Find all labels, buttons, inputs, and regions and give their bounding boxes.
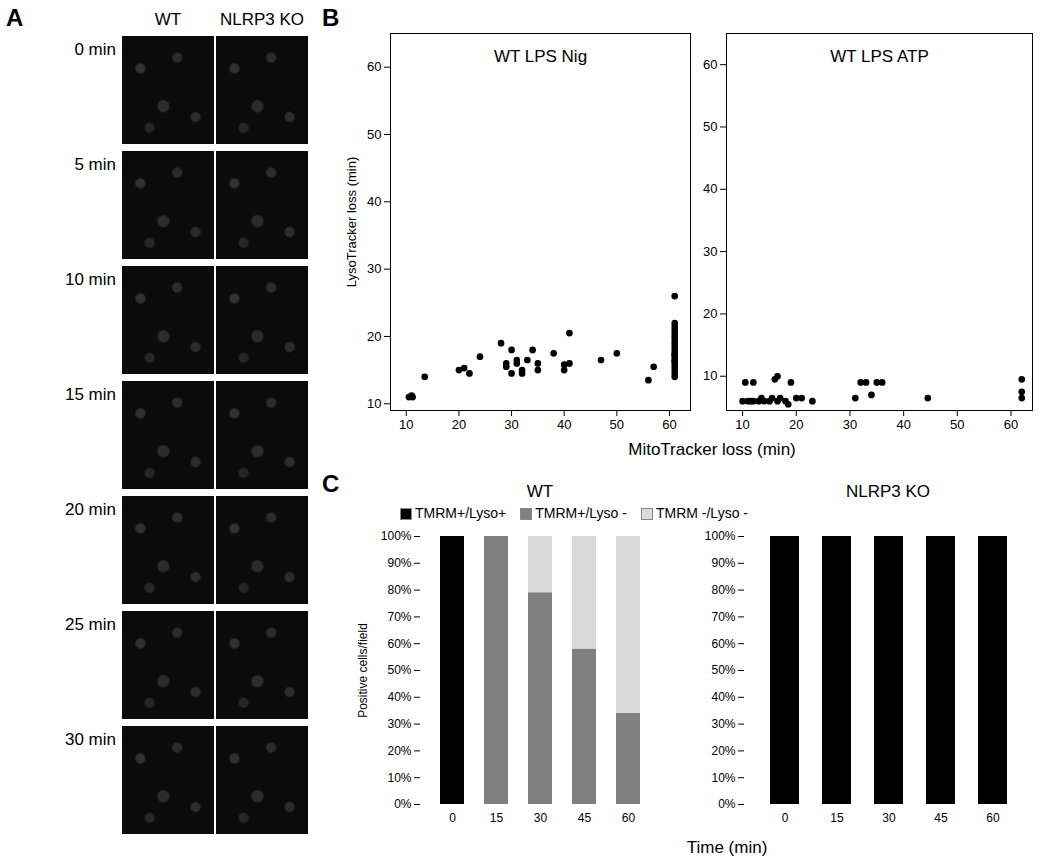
svg-text:Positive cells/field: Positive cells/field: [356, 623, 370, 718]
html-text:C: C: [322, 470, 340, 497]
svg-text:15: 15: [830, 811, 844, 825]
html-text:Time (min): Time (min): [686, 838, 768, 857]
html-text:25 min: 25 min: [65, 615, 116, 634]
svg-text:80%: 80%: [387, 583, 411, 597]
svg-text:20%: 20%: [387, 744, 411, 758]
svg-text:90%: 90%: [387, 556, 411, 570]
svg-text:50%: 50%: [711, 663, 735, 677]
html-text:15 min: 15 min: [65, 385, 116, 404]
svg-text:10: 10: [399, 417, 413, 432]
svg-text:50: 50: [610, 417, 624, 432]
svg-text:10: 10: [735, 417, 749, 432]
svg-text:100%: 100%: [381, 529, 412, 543]
svg-text:0%: 0%: [718, 797, 736, 811]
svg-text:45: 45: [578, 811, 592, 825]
svg-text:50: 50: [703, 119, 717, 134]
svg-text:30: 30: [367, 261, 381, 276]
svg-text:10: 10: [703, 368, 717, 383]
svg-text:10%: 10%: [387, 771, 411, 785]
svg-text:20: 20: [367, 329, 381, 344]
svg-text:40: 40: [367, 194, 381, 209]
svg-text:40: 40: [703, 181, 717, 196]
svg-text:40%: 40%: [387, 690, 411, 704]
html-text:TMRM+/Lyso+: TMRM+/Lyso+: [415, 505, 507, 521]
svg-text:60: 60: [367, 59, 381, 74]
svg-text:30: 30: [843, 417, 857, 432]
html-text:TMRM -/Lyso -: TMRM -/Lyso -: [655, 505, 748, 521]
svg-text:30: 30: [882, 811, 896, 825]
svg-text:40%: 40%: [711, 690, 735, 704]
html-text:A: A: [6, 4, 24, 31]
svg-text:100%: 100%: [705, 529, 736, 543]
svg-text:WT LPS ATP: WT LPS ATP: [830, 47, 929, 66]
html-text:MitoTracker loss (min): MitoTracker loss (min): [628, 440, 796, 459]
svg-text:60: 60: [662, 417, 676, 432]
svg-text:90%: 90%: [711, 556, 735, 570]
svg-text:70%: 70%: [387, 610, 411, 624]
svg-text:10: 10: [367, 396, 381, 411]
svg-text:10%: 10%: [711, 771, 735, 785]
svg-text:60: 60: [622, 811, 636, 825]
svg-text:80%: 80%: [711, 583, 735, 597]
html-text:NLRP3 KO: NLRP3 KO: [220, 10, 304, 29]
svg-text:60: 60: [1004, 417, 1018, 432]
svg-text:50%: 50%: [387, 663, 411, 677]
svg-text:20: 20: [789, 417, 803, 432]
svg-text:20%: 20%: [711, 744, 735, 758]
html-text:5 min: 5 min: [74, 155, 116, 174]
html-text:WT: WT: [526, 482, 554, 501]
svg-text:40: 40: [557, 417, 571, 432]
svg-text:LysoTracker loss (min): LysoTracker loss (min): [344, 157, 359, 288]
html-text:10 min: 10 min: [65, 270, 116, 289]
svg-text:15: 15: [490, 811, 504, 825]
html-text:NLRP3 KO: NLRP3 KO: [846, 482, 930, 501]
svg-text:0%: 0%: [394, 797, 412, 811]
svg-text:45: 45: [934, 811, 948, 825]
svg-text:60: 60: [986, 811, 1000, 825]
svg-text:0: 0: [782, 811, 789, 825]
svg-text:20: 20: [703, 306, 717, 321]
html-text:20 min: 20 min: [65, 500, 116, 519]
svg-text:30%: 30%: [711, 717, 735, 731]
svg-text:0: 0: [449, 811, 456, 825]
svg-text:30%: 30%: [387, 717, 411, 731]
svg-text:60%: 60%: [711, 637, 735, 651]
svg-text:50: 50: [950, 417, 964, 432]
html-text:WT: WT: [154, 10, 182, 29]
svg-text:WT LPS Nig: WT LPS Nig: [494, 47, 587, 66]
svg-text:60%: 60%: [387, 637, 411, 651]
html-text:TMRM+/Lyso -: TMRM+/Lyso -: [535, 505, 627, 521]
svg-text:30: 30: [504, 417, 518, 432]
svg-text:40: 40: [896, 417, 910, 432]
html-text:30 min: 30 min: [65, 730, 116, 749]
svg-text:20: 20: [452, 417, 466, 432]
svg-text:30: 30: [534, 811, 548, 825]
svg-text:60: 60: [703, 57, 717, 72]
svg-text:30: 30: [703, 244, 717, 259]
svg-text:70%: 70%: [711, 610, 735, 624]
html-text:0 min: 0 min: [74, 40, 116, 59]
html-text:B: B: [322, 4, 340, 31]
svg-text:50: 50: [367, 127, 381, 142]
